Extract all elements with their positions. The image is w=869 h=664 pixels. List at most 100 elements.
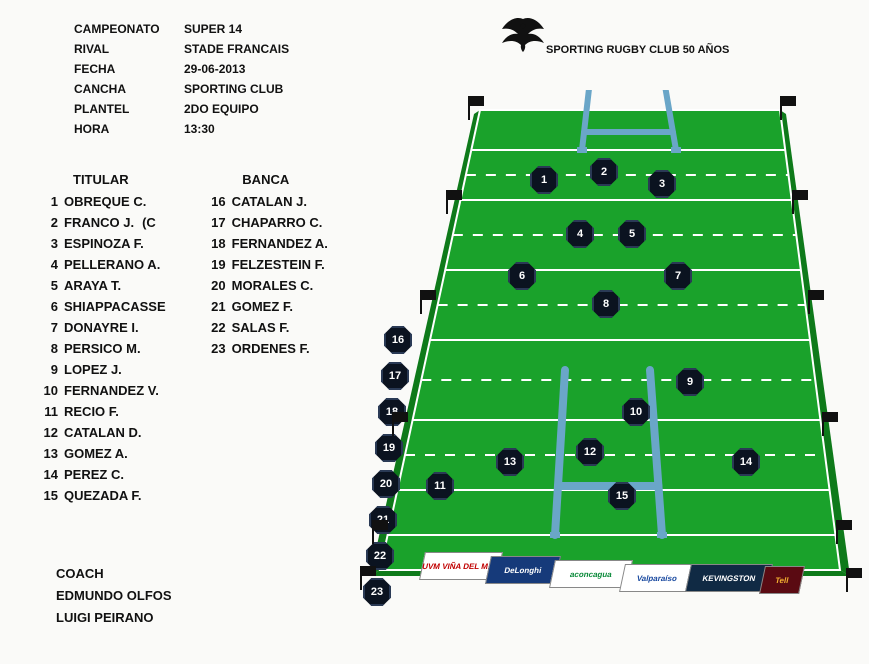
info-value: 2DO EQUIPO bbox=[184, 102, 259, 116]
player-chip: 11 bbox=[426, 472, 454, 500]
roster-line: 2FRANCO J.(C bbox=[36, 216, 166, 230]
roster-line: 9LOPEZ J. bbox=[36, 363, 166, 377]
coach-name: EDMUNDO OLFOS bbox=[56, 588, 172, 603]
pitch: 1234567891011121314151617181920212223 UV… bbox=[360, 90, 860, 650]
roster-line: 12CATALAN D. bbox=[36, 426, 166, 440]
corner-flag-icon bbox=[420, 290, 438, 314]
roster-number: 22 bbox=[204, 321, 226, 335]
info-row: FECHA29-06-2013 bbox=[74, 62, 289, 76]
roster-player-name: CATALAN D. bbox=[64, 426, 142, 440]
info-row: CAMPEONATOSUPER 14 bbox=[74, 22, 289, 36]
roster-player-name: RECIO F. bbox=[64, 405, 119, 419]
roster-number: 11 bbox=[36, 405, 58, 419]
player-chip: 9 bbox=[676, 368, 704, 396]
roster-number: 14 bbox=[36, 468, 58, 482]
player-chip: 5 bbox=[618, 220, 646, 248]
corner-flag-icon bbox=[836, 520, 854, 544]
corner-flag-icon bbox=[392, 412, 410, 436]
roster-line: 3 ESPINOZA F. bbox=[36, 237, 166, 251]
roster-player-name: CHAPARRO C. bbox=[232, 216, 323, 230]
roster-line: 14 PEREZ C. bbox=[36, 468, 166, 482]
coach-label: COACH bbox=[56, 566, 172, 581]
roster-player-name: CATALAN J. bbox=[232, 195, 307, 209]
match-info: CAMPEONATOSUPER 14 RIVALSTADE FRANCAIS F… bbox=[74, 22, 289, 142]
roster-line: 11 RECIO F. bbox=[36, 405, 166, 419]
corner-flag-icon bbox=[792, 190, 810, 214]
roster-number: 20 bbox=[204, 279, 226, 293]
corner-flag-icon bbox=[446, 190, 464, 214]
roster-number: 6 bbox=[36, 300, 58, 314]
info-label: RIVAL bbox=[74, 42, 184, 56]
roster-player-name: GOMEZ F. bbox=[232, 300, 293, 314]
roster-line: 1OBREQUE C. bbox=[36, 195, 166, 209]
roster-player-name: DONAYRE I. bbox=[64, 321, 139, 335]
roster-player-name: PERSICO M. bbox=[64, 342, 141, 356]
roster-titular-header: TITULAR bbox=[36, 172, 166, 187]
corner-flag-icon bbox=[372, 520, 390, 544]
roster-banca: BANCA 16 CATALAN J. 17 CHAPARRO C. 18 FERNAND… bbox=[204, 172, 328, 510]
roster-line: 19FELZESTEIN F. bbox=[204, 258, 328, 272]
roster-number: 23 bbox=[204, 342, 226, 356]
player-chip: 3 bbox=[648, 170, 676, 198]
roster-line: 18 FERNANDEZ A. bbox=[204, 237, 328, 251]
player-chip: 14 bbox=[732, 448, 760, 476]
roster-number: 4 bbox=[36, 258, 58, 272]
roster-number: 10 bbox=[36, 384, 58, 398]
roster-player-name: FERNANDEZ V. bbox=[64, 384, 159, 398]
roster-line: 7 DONAYRE I. bbox=[36, 321, 166, 335]
roster-number: 15 bbox=[36, 489, 58, 503]
info-label: CAMPEONATO bbox=[74, 22, 184, 36]
info-value: 13:30 bbox=[184, 122, 215, 136]
club-logo-icon bbox=[498, 14, 548, 54]
corner-flag-icon bbox=[468, 96, 486, 120]
info-label: FECHA bbox=[74, 62, 184, 76]
roster-line: 6SHIAPPACASSE bbox=[36, 300, 166, 314]
roster-player-name: PEREZ C. bbox=[64, 468, 124, 482]
roster-player-name: ESPINOZA F. bbox=[64, 237, 144, 251]
roster-player-name: QUEZADA F. bbox=[64, 489, 142, 503]
roster-number: 7 bbox=[36, 321, 58, 335]
roster: TITULAR 1OBREQUE C.2FRANCO J.(C3ESPINOZA… bbox=[36, 172, 328, 510]
sponsor-card: Tell bbox=[759, 566, 805, 594]
roster-number: 18 bbox=[204, 237, 226, 251]
corner-flag-icon bbox=[822, 412, 840, 436]
corner-flag-icon bbox=[846, 568, 864, 592]
roster-player-name: MORALES C. bbox=[232, 279, 314, 293]
info-row: HORA13:30 bbox=[74, 122, 289, 136]
roster-player-name: OBREQUE C. bbox=[64, 195, 146, 209]
roster-banca-header: BANCA bbox=[204, 172, 328, 187]
roster-player-name: LOPEZ J. bbox=[64, 363, 122, 377]
roster-line: 16 CATALAN J. bbox=[204, 195, 328, 209]
player-chip: 20 bbox=[372, 470, 400, 498]
corner-flag-icon bbox=[780, 96, 798, 120]
roster-player-name: FRANCO J. bbox=[64, 216, 134, 230]
player-chip: 19 bbox=[375, 434, 403, 462]
player-chip: 6 bbox=[508, 262, 536, 290]
roster-player-name: FERNANDEZ A. bbox=[232, 237, 328, 251]
info-row: CANCHASPORTING CLUB bbox=[74, 82, 289, 96]
roster-number: 16 bbox=[204, 195, 226, 209]
club-title: SPORTING RUGBY CLUB 50 AÑOS bbox=[546, 44, 729, 56]
roster-line: 20 MORALES C. bbox=[204, 279, 328, 293]
sponsor-card: Valparaíso bbox=[619, 564, 695, 592]
roster-line: 5ARAYA T. bbox=[36, 279, 166, 293]
coach-block: COACH EDMUNDO OLFOS LUIGI PEIRANO bbox=[56, 566, 172, 632]
info-value: SPORTING CLUB bbox=[184, 82, 283, 96]
roster-player-name: FELZESTEIN F. bbox=[232, 258, 325, 272]
roster-line: 22 SALAS F. bbox=[204, 321, 328, 335]
roster-number: 2 bbox=[36, 216, 58, 230]
player-chip: 16 bbox=[384, 326, 412, 354]
info-value: 29-06-2013 bbox=[184, 62, 245, 76]
roster-line: 23ORDENES F. bbox=[204, 342, 328, 356]
roster-line: 15 QUEZADA F. bbox=[36, 489, 166, 503]
roster-line: 4 PELLERANO A. bbox=[36, 258, 166, 272]
roster-number: 17 bbox=[204, 216, 226, 230]
player-chip: 1 bbox=[530, 166, 558, 194]
player-chip: 17 bbox=[381, 362, 409, 390]
roster-number: 3 bbox=[36, 237, 58, 251]
roster-player-name: PELLERANO A. bbox=[64, 258, 160, 272]
player-chip: 2 bbox=[590, 158, 618, 186]
roster-line: 8PERSICO M. bbox=[36, 342, 166, 356]
player-chip: 7 bbox=[664, 262, 692, 290]
roster-player-name: SALAS F. bbox=[232, 321, 290, 335]
